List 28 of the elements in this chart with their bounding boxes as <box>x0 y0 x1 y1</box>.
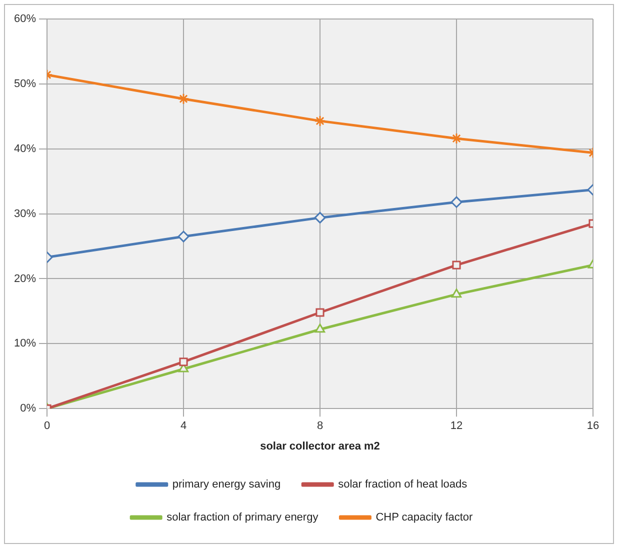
point <box>450 132 462 144</box>
point <box>451 288 462 298</box>
point <box>452 260 461 270</box>
x-axis-title: solar collector area m2 <box>260 440 380 452</box>
point <box>314 212 326 224</box>
y-tick-label: 40% <box>14 142 36 155</box>
x-tick-label: 0 <box>44 420 50 432</box>
y-tick-label: 50% <box>14 78 36 90</box>
x-tick-label: 4 <box>180 420 187 432</box>
legend-label: solar fraction of heat loads <box>338 478 468 491</box>
point <box>314 115 326 127</box>
y-tick-label: 10% <box>14 338 36 350</box>
x-tick-label: 12 <box>450 420 463 432</box>
y-tick-label: 30% <box>14 208 36 220</box>
point <box>179 358 188 366</box>
y-tick-label: 0% <box>20 402 36 415</box>
point <box>316 308 324 317</box>
legend-label: solar fraction of primary energy <box>166 512 319 524</box>
y-tick-label: 60% <box>14 13 36 26</box>
point <box>314 324 326 333</box>
point <box>178 93 190 105</box>
legend-label: CHP capacity factor <box>376 512 474 524</box>
point <box>178 230 190 242</box>
x-tick-label: 8 <box>316 420 324 432</box>
x-tick-label: 16 <box>586 420 600 432</box>
legend-label: primary energy saving <box>172 478 281 491</box>
point <box>450 196 462 208</box>
y-tick-label: 20% <box>14 272 36 285</box>
